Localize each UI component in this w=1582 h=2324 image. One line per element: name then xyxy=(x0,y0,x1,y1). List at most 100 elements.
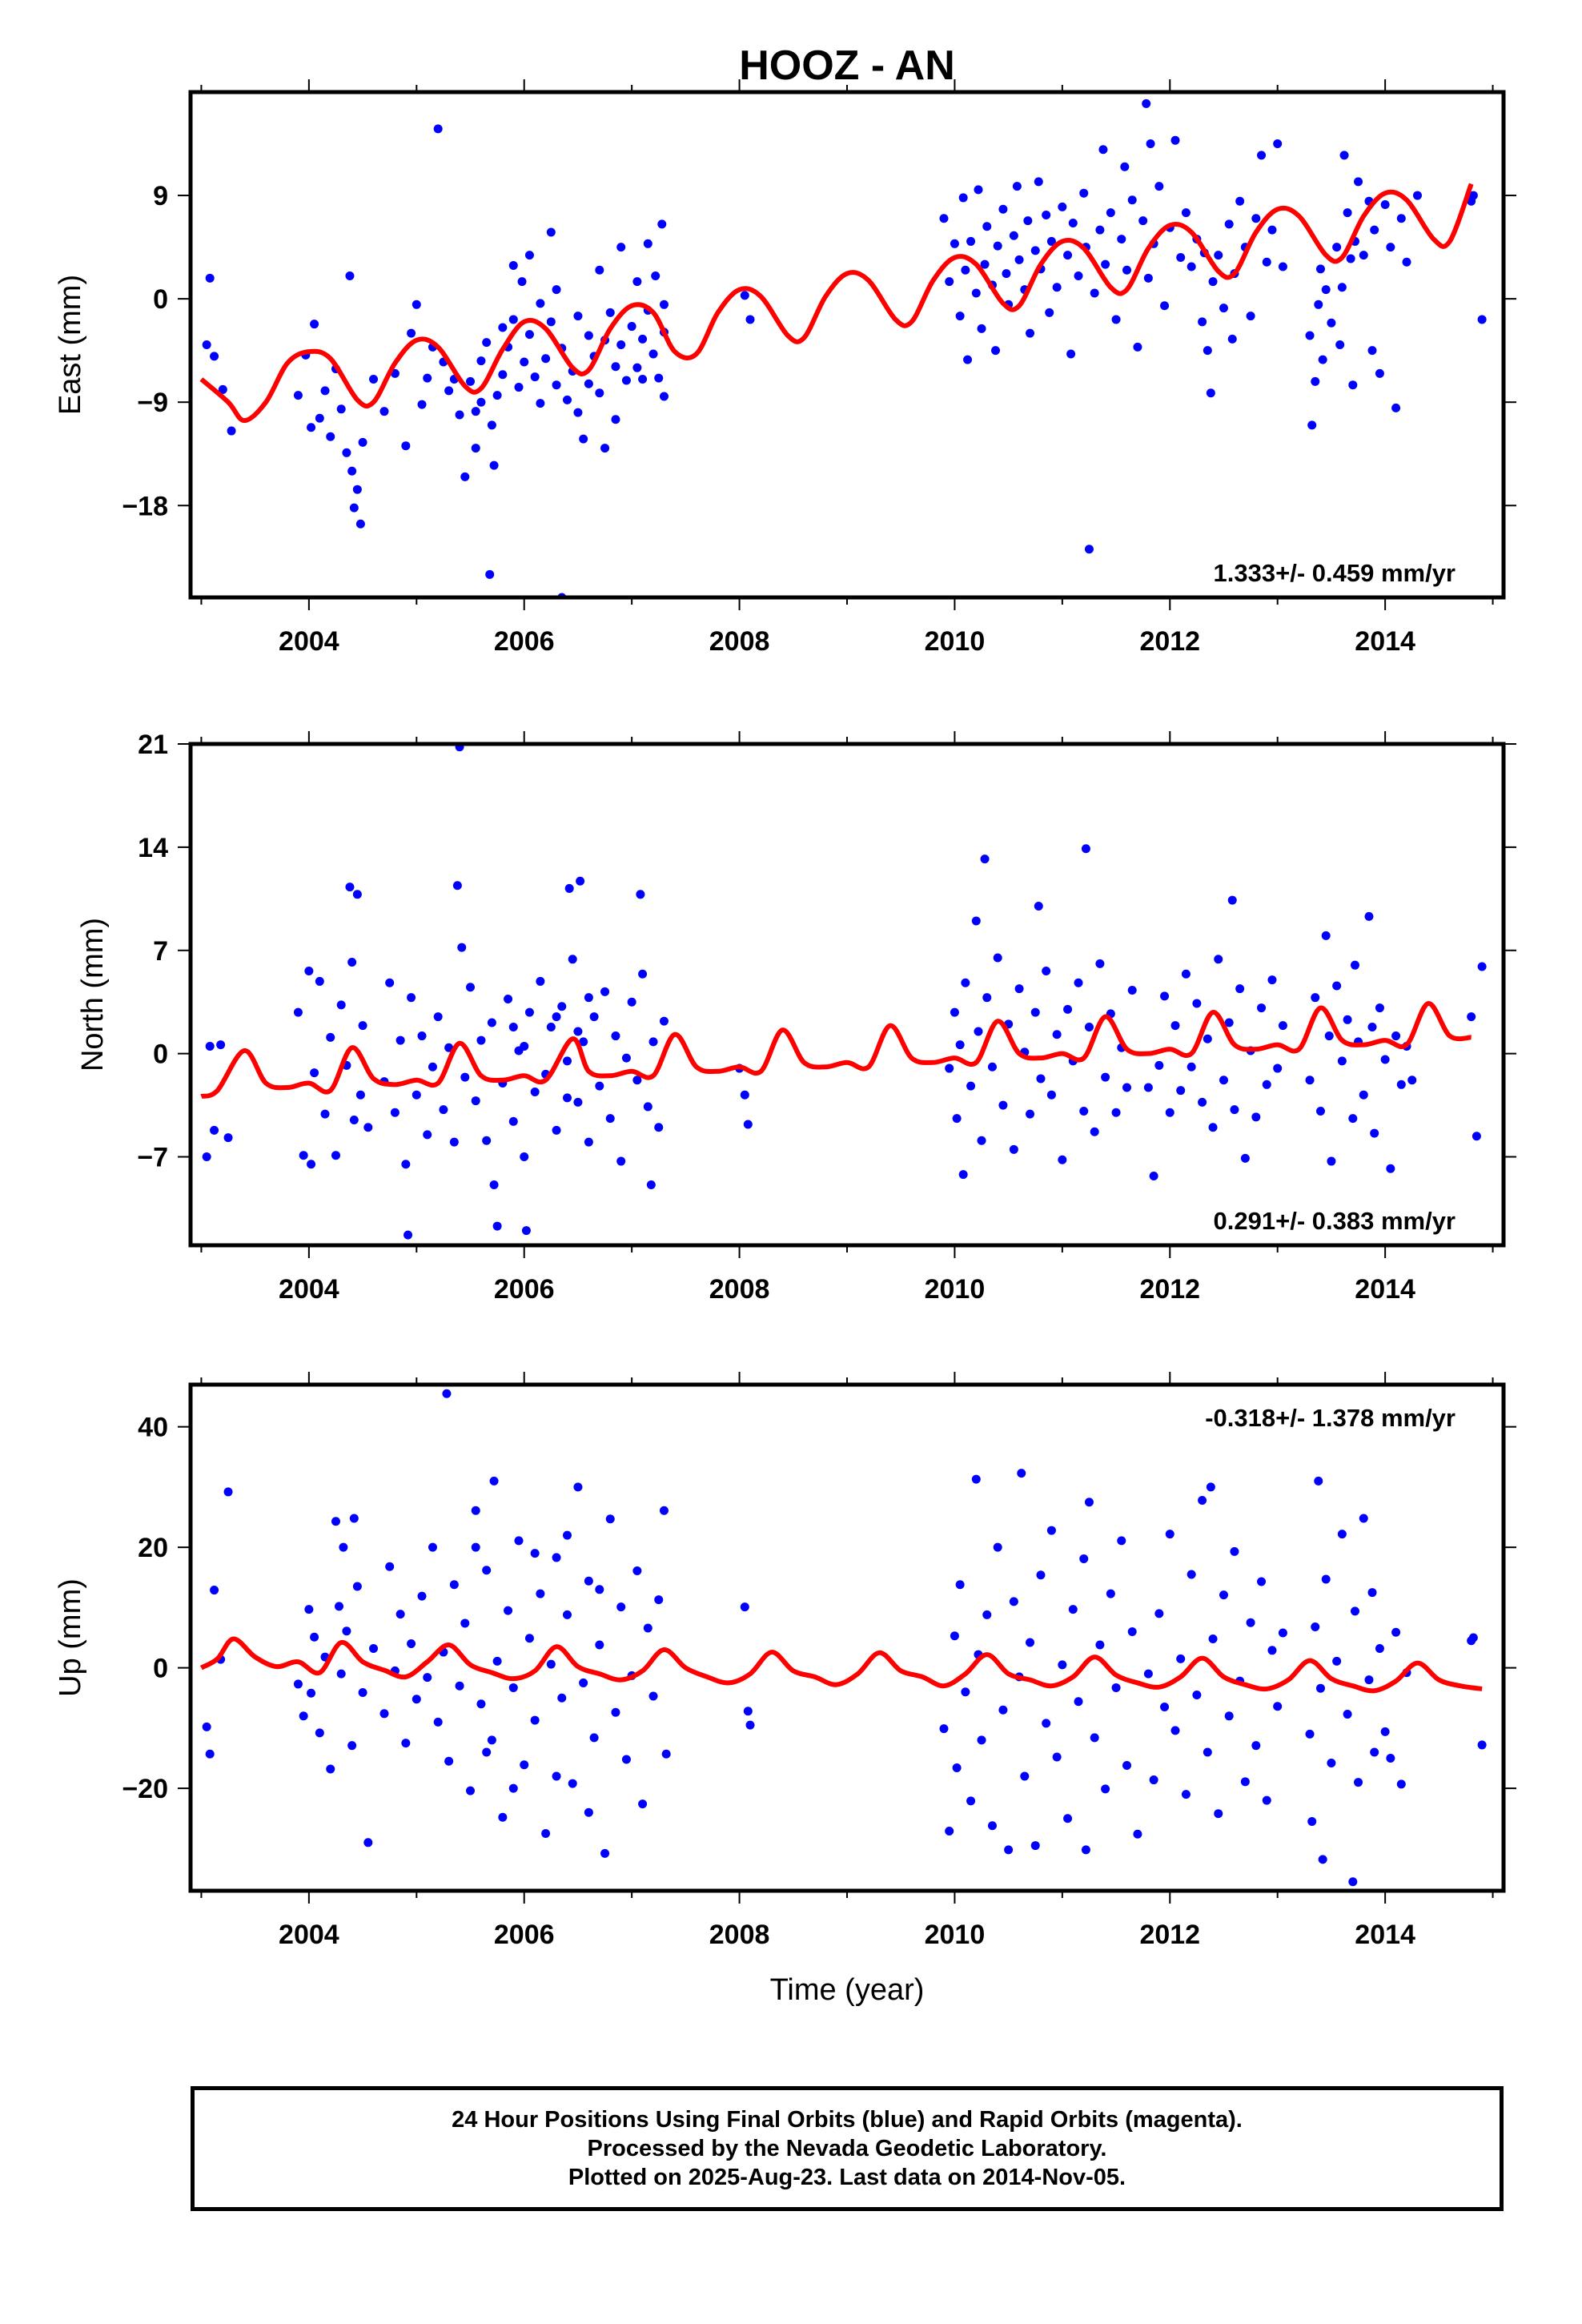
data-point xyxy=(1305,331,1315,340)
data-point xyxy=(1380,1727,1390,1736)
data-point xyxy=(1111,1108,1121,1117)
data-point xyxy=(1042,967,1051,976)
data-point xyxy=(562,1093,572,1103)
data-point xyxy=(1122,1083,1132,1092)
y-axis-label: North (mm) xyxy=(76,918,110,1072)
data-point xyxy=(977,324,986,333)
data-point xyxy=(299,1151,308,1160)
data-point xyxy=(1314,1476,1323,1486)
data-point xyxy=(998,1705,1008,1715)
data-point xyxy=(1127,195,1137,205)
y-tick-label: 20 xyxy=(138,1533,168,1563)
data-point xyxy=(433,124,443,134)
data-point xyxy=(611,1031,620,1041)
data-point xyxy=(1267,1646,1277,1655)
data-point xyxy=(293,391,303,400)
data-point xyxy=(524,1007,534,1017)
data-point xyxy=(541,354,551,364)
data-point xyxy=(1198,1097,1207,1107)
data-point xyxy=(1208,277,1218,287)
data-point xyxy=(216,1040,226,1050)
data-point xyxy=(520,1041,529,1051)
data-point xyxy=(1017,1469,1026,1478)
data-point xyxy=(1026,1109,1035,1119)
data-point xyxy=(632,277,642,287)
y-tick-label: 0 xyxy=(153,284,168,315)
data-point xyxy=(1206,388,1215,398)
data-point xyxy=(605,1114,615,1124)
data-point xyxy=(745,315,755,324)
footer-line-1: 24 Hour Positions Using Final Orbits (bl… xyxy=(452,2107,1243,2133)
data-point xyxy=(627,322,636,332)
data-point xyxy=(1359,1514,1368,1523)
data-point xyxy=(1370,1128,1379,1138)
data-point xyxy=(1079,1554,1089,1563)
data-point xyxy=(600,444,610,453)
data-point xyxy=(517,277,527,287)
data-point xyxy=(564,883,574,893)
data-point xyxy=(998,204,1008,214)
plot-frame xyxy=(188,742,1506,1248)
data-point xyxy=(1350,1606,1359,1616)
data-point xyxy=(210,1586,219,1595)
data-point xyxy=(407,993,416,1003)
data-point xyxy=(1337,1530,1347,1539)
data-point xyxy=(638,334,648,344)
data-point xyxy=(1348,1114,1358,1124)
data-point xyxy=(648,1037,658,1047)
data-point xyxy=(584,1576,593,1586)
data-point xyxy=(521,1226,531,1236)
data-point xyxy=(1391,1031,1401,1041)
data-point xyxy=(423,373,432,383)
data-point xyxy=(1203,1747,1212,1757)
data-point xyxy=(993,953,1002,963)
data-point xyxy=(520,1152,529,1162)
data-point xyxy=(1084,1023,1094,1032)
data-point xyxy=(1380,1055,1390,1064)
data-point xyxy=(595,1585,604,1594)
data-point xyxy=(1165,1530,1174,1539)
data-point xyxy=(1106,1589,1115,1598)
x-tick-label: 2014 xyxy=(1355,626,1415,657)
data-point xyxy=(562,1056,572,1066)
data-point xyxy=(482,1747,492,1757)
data-point xyxy=(1146,139,1155,149)
data-point xyxy=(358,1021,367,1031)
data-point xyxy=(589,1733,599,1743)
data-point xyxy=(616,1602,626,1612)
data-point xyxy=(579,1678,588,1687)
data-point xyxy=(1348,1877,1358,1887)
data-point xyxy=(1227,334,1237,344)
data-point xyxy=(974,185,983,195)
data-point xyxy=(945,277,954,287)
data-point xyxy=(1106,208,1115,218)
data-point xyxy=(621,376,631,385)
data-point xyxy=(1267,975,1277,985)
data-point xyxy=(1321,1574,1331,1584)
data-point xyxy=(514,383,524,392)
data-point xyxy=(331,1151,340,1160)
data-point xyxy=(417,1031,427,1041)
data-point xyxy=(1176,1086,1186,1096)
data-point xyxy=(423,1673,432,1683)
data-point xyxy=(743,1120,753,1129)
data-point xyxy=(1315,1683,1325,1693)
data-point xyxy=(546,317,556,327)
data-point xyxy=(223,1487,233,1497)
data-point xyxy=(1046,1526,1056,1535)
data-point xyxy=(1192,999,1202,1008)
data-point xyxy=(520,357,529,367)
data-point xyxy=(1214,251,1223,260)
data-point xyxy=(552,1125,561,1135)
data-point xyxy=(576,876,585,886)
data-point xyxy=(657,219,667,229)
data-point xyxy=(310,1632,319,1642)
data-point xyxy=(1143,273,1153,283)
data-point xyxy=(740,291,749,300)
data-point xyxy=(524,1634,534,1643)
data-point xyxy=(1058,1155,1067,1164)
data-point xyxy=(562,1530,572,1540)
data-point xyxy=(646,1180,656,1190)
x-tick-label: 2012 xyxy=(1139,626,1200,657)
data-point xyxy=(584,331,593,340)
